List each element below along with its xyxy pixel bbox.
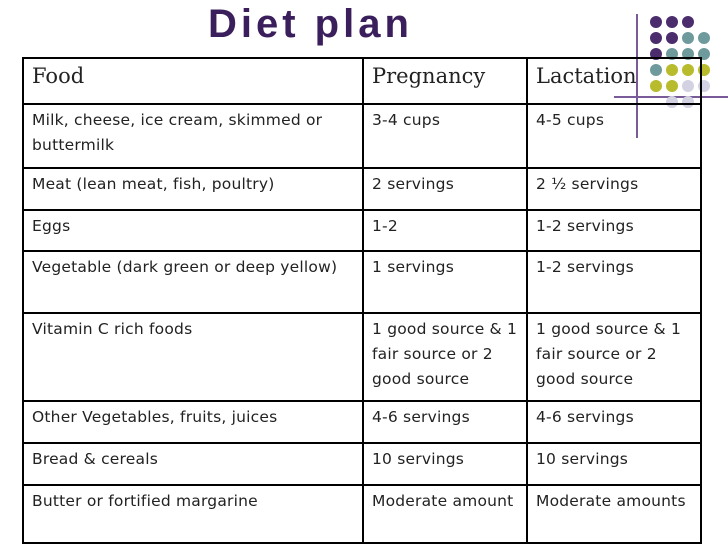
cell-food: Butter or fortified margarine bbox=[22, 484, 364, 544]
table-row: Other Vegetables, fruits, juices 4-6 ser… bbox=[22, 400, 702, 444]
decorative-dot bbox=[698, 80, 710, 92]
decorative-dot bbox=[682, 16, 694, 28]
decorative-dot bbox=[666, 48, 678, 60]
cell-lactation: 1-2 servings bbox=[526, 250, 702, 314]
cell-food: Meat (lean meat, fish, poultry) bbox=[22, 167, 364, 211]
cell-lactation: 4-5 cups bbox=[526, 103, 702, 169]
decorative-dot bbox=[666, 32, 678, 44]
cell-lactation: 1 good source & 1 fair source or 2 good … bbox=[526, 312, 702, 402]
table-row: Vitamin C rich foods 1 good source & 1 f… bbox=[22, 312, 702, 402]
decorative-dot bbox=[666, 16, 678, 28]
header-lactation: Lactation bbox=[526, 57, 702, 105]
cell-lactation: 2 ½ servings bbox=[526, 167, 702, 211]
cell-food: Vegetable (dark green or deep yellow) bbox=[22, 250, 364, 314]
cell-food: Bread & cereals bbox=[22, 442, 364, 486]
table-row: Milk, cheese, ice cream, skimmed or butt… bbox=[22, 103, 702, 169]
cell-pregnancy: 2 servings bbox=[362, 167, 528, 211]
decorative-dot bbox=[650, 48, 662, 60]
decorative-dot bbox=[682, 48, 694, 60]
cell-lactation: 10 servings bbox=[526, 442, 702, 486]
decorative-dot bbox=[650, 16, 662, 28]
cell-pregnancy: 1 good source & 1 fair source or 2 good … bbox=[362, 312, 528, 402]
table-row: Bread & cereals 10 servings 10 servings bbox=[22, 442, 702, 486]
cell-food: Other Vegetables, fruits, juices bbox=[22, 400, 364, 444]
decorative-dot bbox=[698, 32, 710, 44]
decorative-dot bbox=[682, 32, 694, 44]
decorative-dot bbox=[698, 48, 710, 60]
table-row: Butter or fortified margarine Moderate a… bbox=[22, 484, 702, 544]
cell-food: Eggs bbox=[22, 209, 364, 252]
cell-lactation: 1-2 servings bbox=[526, 209, 702, 252]
table-row: Meat (lean meat, fish, poultry) 2 servin… bbox=[22, 167, 702, 211]
table-row: Eggs 1-2 1-2 servings bbox=[22, 209, 702, 252]
cell-food: Milk, cheese, ice cream, skimmed or butt… bbox=[22, 103, 364, 169]
table-row: Vegetable (dark green or deep yellow) 1 … bbox=[22, 250, 702, 314]
cell-pregnancy: Moderate amount bbox=[362, 484, 528, 544]
decorative-dot bbox=[650, 32, 662, 44]
header-pregnancy: Pregnancy bbox=[362, 57, 528, 105]
table-header-row: Food Pregnancy Lactation bbox=[22, 57, 702, 105]
page-title: Diet plan bbox=[208, 2, 413, 46]
cell-pregnancy: 1 servings bbox=[362, 250, 528, 314]
decorative-dot bbox=[698, 64, 710, 76]
cell-food: Vitamin C rich foods bbox=[22, 312, 364, 402]
header-food: Food bbox=[22, 57, 364, 105]
cell-pregnancy: 10 servings bbox=[362, 442, 528, 486]
cell-pregnancy: 1-2 bbox=[362, 209, 528, 252]
cell-lactation: Moderate amounts bbox=[526, 484, 702, 544]
cell-pregnancy: 3-4 cups bbox=[362, 103, 528, 169]
cell-pregnancy: 4-6 servings bbox=[362, 400, 528, 444]
diet-plan-table: Food Pregnancy Lactation Milk, cheese, i… bbox=[22, 57, 702, 544]
cell-lactation: 4-6 servings bbox=[526, 400, 702, 444]
